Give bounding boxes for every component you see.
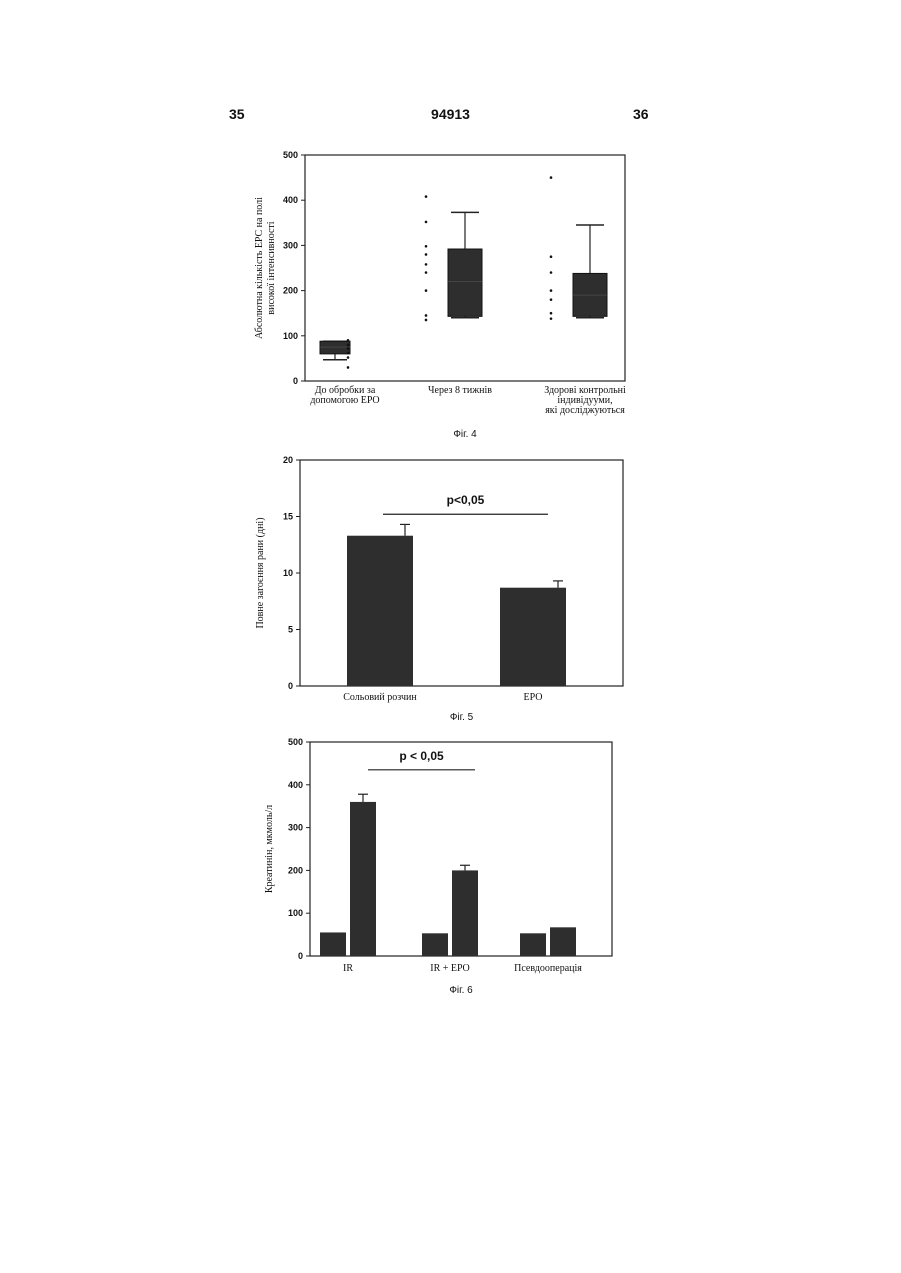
fig4-caption: Фіг. 4: [453, 429, 477, 440]
fig4-ytick-label-2: 200: [283, 286, 298, 296]
fig4-ylabel-line-1: високої інтенсивності: [266, 221, 277, 314]
fig5-ytick-label-0: 0: [288, 681, 293, 691]
fig4-point-1-8: [425, 195, 428, 198]
fig6-ytick-label-2: 200: [288, 865, 303, 875]
fig4-point-1-1: [425, 314, 428, 317]
fig6-category-label-0-0: IR: [343, 963, 353, 974]
fig6-caption: Фіг. 6: [449, 985, 473, 996]
fig6-category-label-2-0: Псевдооперація: [514, 963, 582, 974]
fig4-point-0-0: [347, 366, 350, 369]
fig4-point-2-5: [550, 255, 553, 258]
fig4-point-1-4: [425, 263, 428, 266]
fig4-point-2-2: [550, 298, 553, 301]
fig6-bar-0-0: [320, 932, 346, 956]
fig6-ytick-label-5: 500: [288, 737, 303, 747]
fig6-significance-label: p < 0,05: [399, 749, 444, 763]
fig4-point-1-2: [425, 289, 428, 292]
fig4-category-label-1-0: Через 8 тижнів: [428, 385, 492, 396]
fig6-ylabel: Креатинін, мкмоль/л: [264, 805, 275, 893]
fig6-ytick-label-4: 400: [288, 780, 303, 790]
fig4-ytick-label-1: 100: [283, 331, 298, 341]
fig6-bar-1-0: [350, 802, 376, 956]
fig6-ytick-label-3: 300: [288, 823, 303, 833]
fig4-category-label-2-2: які досліджуються: [545, 405, 625, 416]
fig5-category-label-1-0: EPO: [524, 692, 543, 703]
fig4-point-1-0: [425, 319, 428, 322]
fig4-ytick-label-3: 300: [283, 240, 298, 250]
fig5-category-label-0-0: Сольовий розчин: [343, 692, 417, 703]
fig6-bar-0-1: [422, 933, 448, 956]
fig4-point-2-6: [550, 176, 553, 179]
fig4-box-1: [448, 249, 482, 316]
fig4-point-1-5: [425, 253, 428, 256]
fig5-ytick-label-1: 5: [288, 625, 293, 635]
fig4-point-2-1: [550, 312, 553, 315]
fig4-point-0-2: [347, 352, 350, 355]
fig4-point-2-0: [550, 317, 553, 320]
fig4-point-0-4: [347, 344, 350, 347]
fig4-point-1-7: [425, 221, 428, 224]
fig5-ytick-label-2: 10: [283, 568, 293, 578]
fig4-ytick-label-0: 0: [293, 376, 298, 386]
fig4-category-label-0-1: допомогою EPO: [310, 395, 379, 406]
fig5-bar-1: [500, 588, 566, 686]
fig4-ytick-label-5: 500: [283, 150, 298, 160]
fig4-point-1-6: [425, 245, 428, 248]
fig4-ylabel-line-0: Абсолютна кількість EPC на полі: [254, 197, 265, 339]
fig6-ytick-label-1: 100: [288, 908, 303, 918]
fig5-caption: Фіг. 5: [450, 712, 474, 723]
fig6-category-label-1-0: IR + EPO: [430, 963, 470, 974]
fig4-ytick-label-4: 400: [283, 195, 298, 205]
fig6-ytick-label-0: 0: [298, 951, 303, 961]
fig5-ytick-label-3: 15: [283, 512, 293, 522]
fig4-point-0-1: [347, 356, 350, 359]
fig5-significance-label: p<0,05: [447, 493, 485, 507]
fig6-bar-1-1: [452, 870, 478, 956]
fig5-ytick-label-4: 20: [283, 455, 293, 465]
fig6-bar-1-2: [550, 927, 576, 956]
fig5-bar-0: [347, 536, 413, 686]
fig4-point-2-3: [550, 289, 553, 292]
fig5-ylabel: Повне загоєння рани (дні): [255, 517, 266, 628]
fig4-point-0-5: [347, 339, 350, 342]
fig6-bar-0-2: [520, 933, 546, 956]
fig4-point-2-4: [550, 271, 553, 274]
fig4-point-0-3: [347, 347, 350, 350]
fig4-point-1-3: [425, 271, 428, 274]
